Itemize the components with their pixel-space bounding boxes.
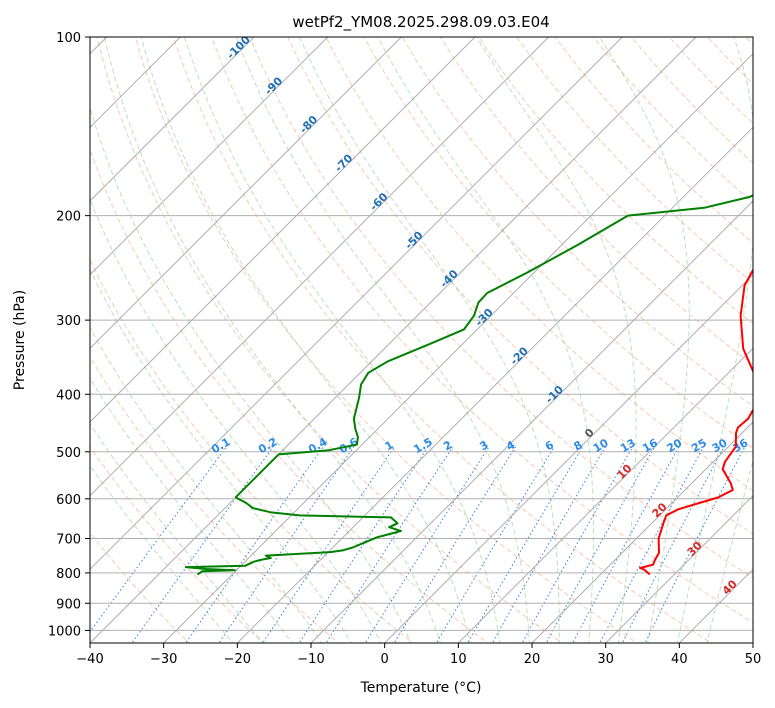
isotherm xyxy=(457,347,753,643)
mixing-ratio-line xyxy=(364,446,490,643)
dry-adiabat xyxy=(249,37,753,579)
y-tick-label: 900 xyxy=(56,597,81,612)
y-tick-label: 1000 xyxy=(48,624,81,639)
y-tick-label: 800 xyxy=(56,567,81,582)
x-tick-label: −30 xyxy=(150,652,177,667)
mixing-ratio-line xyxy=(325,446,454,643)
dry-adiabat xyxy=(287,37,753,535)
x-tick-label: 50 xyxy=(745,652,762,667)
profile-series xyxy=(184,194,753,576)
mixing-ratio-line xyxy=(521,446,634,643)
x-axis-ticks: −40 −30 −20 −10 0 10 20 30 40 50 xyxy=(76,643,761,667)
x-tick-label: 30 xyxy=(597,652,614,667)
isotherm xyxy=(90,37,402,350)
mixing-ratio-line xyxy=(262,446,396,643)
x-axis-label: Temperature (°C) xyxy=(360,680,482,696)
y-tick-label: 100 xyxy=(56,31,81,46)
isotherm xyxy=(90,37,697,643)
isotherm xyxy=(90,37,550,497)
dry-adiabat xyxy=(90,148,489,643)
mixing-ratio-line xyxy=(621,446,725,643)
y-tick-label: 300 xyxy=(56,314,81,329)
mixing-ratio-line xyxy=(599,446,705,643)
y-axis-ticks: 100 200 300 400 500 600 700 800 900 1000 xyxy=(48,31,90,639)
isotherm xyxy=(531,421,753,643)
isotherm xyxy=(163,52,753,643)
isotherm xyxy=(384,273,753,643)
temperature-profile-line xyxy=(639,268,753,576)
x-tick-label: 20 xyxy=(524,652,541,667)
dry-adiabat xyxy=(172,37,713,643)
y-tick-label: 600 xyxy=(56,493,81,508)
isotherm xyxy=(310,200,753,643)
isotherm xyxy=(90,37,623,571)
dry-adiabat xyxy=(516,37,753,284)
moist-adiabat xyxy=(90,422,264,643)
isotherm xyxy=(236,126,753,643)
mixing-ratio-line xyxy=(393,446,517,643)
y-tick-label: 500 xyxy=(56,446,81,461)
x-tick-label: 0 xyxy=(381,652,389,667)
isotherm xyxy=(90,37,255,202)
moist-adiabat xyxy=(90,464,234,643)
y-tick-label: 700 xyxy=(56,533,81,548)
x-tick-label: 40 xyxy=(671,652,688,667)
isotherms xyxy=(90,37,753,643)
dry-adiabat xyxy=(439,37,753,366)
plot-area: -100-90-80-70-60-50-40-30-20-10010203040… xyxy=(90,37,753,643)
isotherm xyxy=(90,37,329,276)
dewpoint-profile-line xyxy=(184,194,753,576)
mixing-ratio-line xyxy=(185,446,324,643)
isotherm xyxy=(605,494,753,643)
dry-adiabat xyxy=(325,37,753,492)
dry-adiabat xyxy=(401,37,753,407)
x-tick-label: 10 xyxy=(450,652,467,667)
y-tick-label: 200 xyxy=(56,210,81,225)
mixing-ratio-line xyxy=(466,446,584,643)
mixing-ratio-line xyxy=(298,446,429,643)
x-tick-label: −20 xyxy=(224,652,251,667)
y-tick-label: 400 xyxy=(56,388,81,403)
moist-adiabat xyxy=(90,377,293,643)
y-axis-label: Pressure (hPa) xyxy=(12,290,28,390)
plot-frame xyxy=(89,36,754,644)
mixing-ratio-line xyxy=(218,446,355,643)
x-tick-label: −10 xyxy=(297,652,324,667)
chart-title: wetPf2_YM08.2025.298.09.03.E04 xyxy=(292,13,549,32)
mixing-ratio-lines xyxy=(90,446,746,643)
x-tick-label: −40 xyxy=(76,652,103,667)
isotherm xyxy=(90,37,476,423)
